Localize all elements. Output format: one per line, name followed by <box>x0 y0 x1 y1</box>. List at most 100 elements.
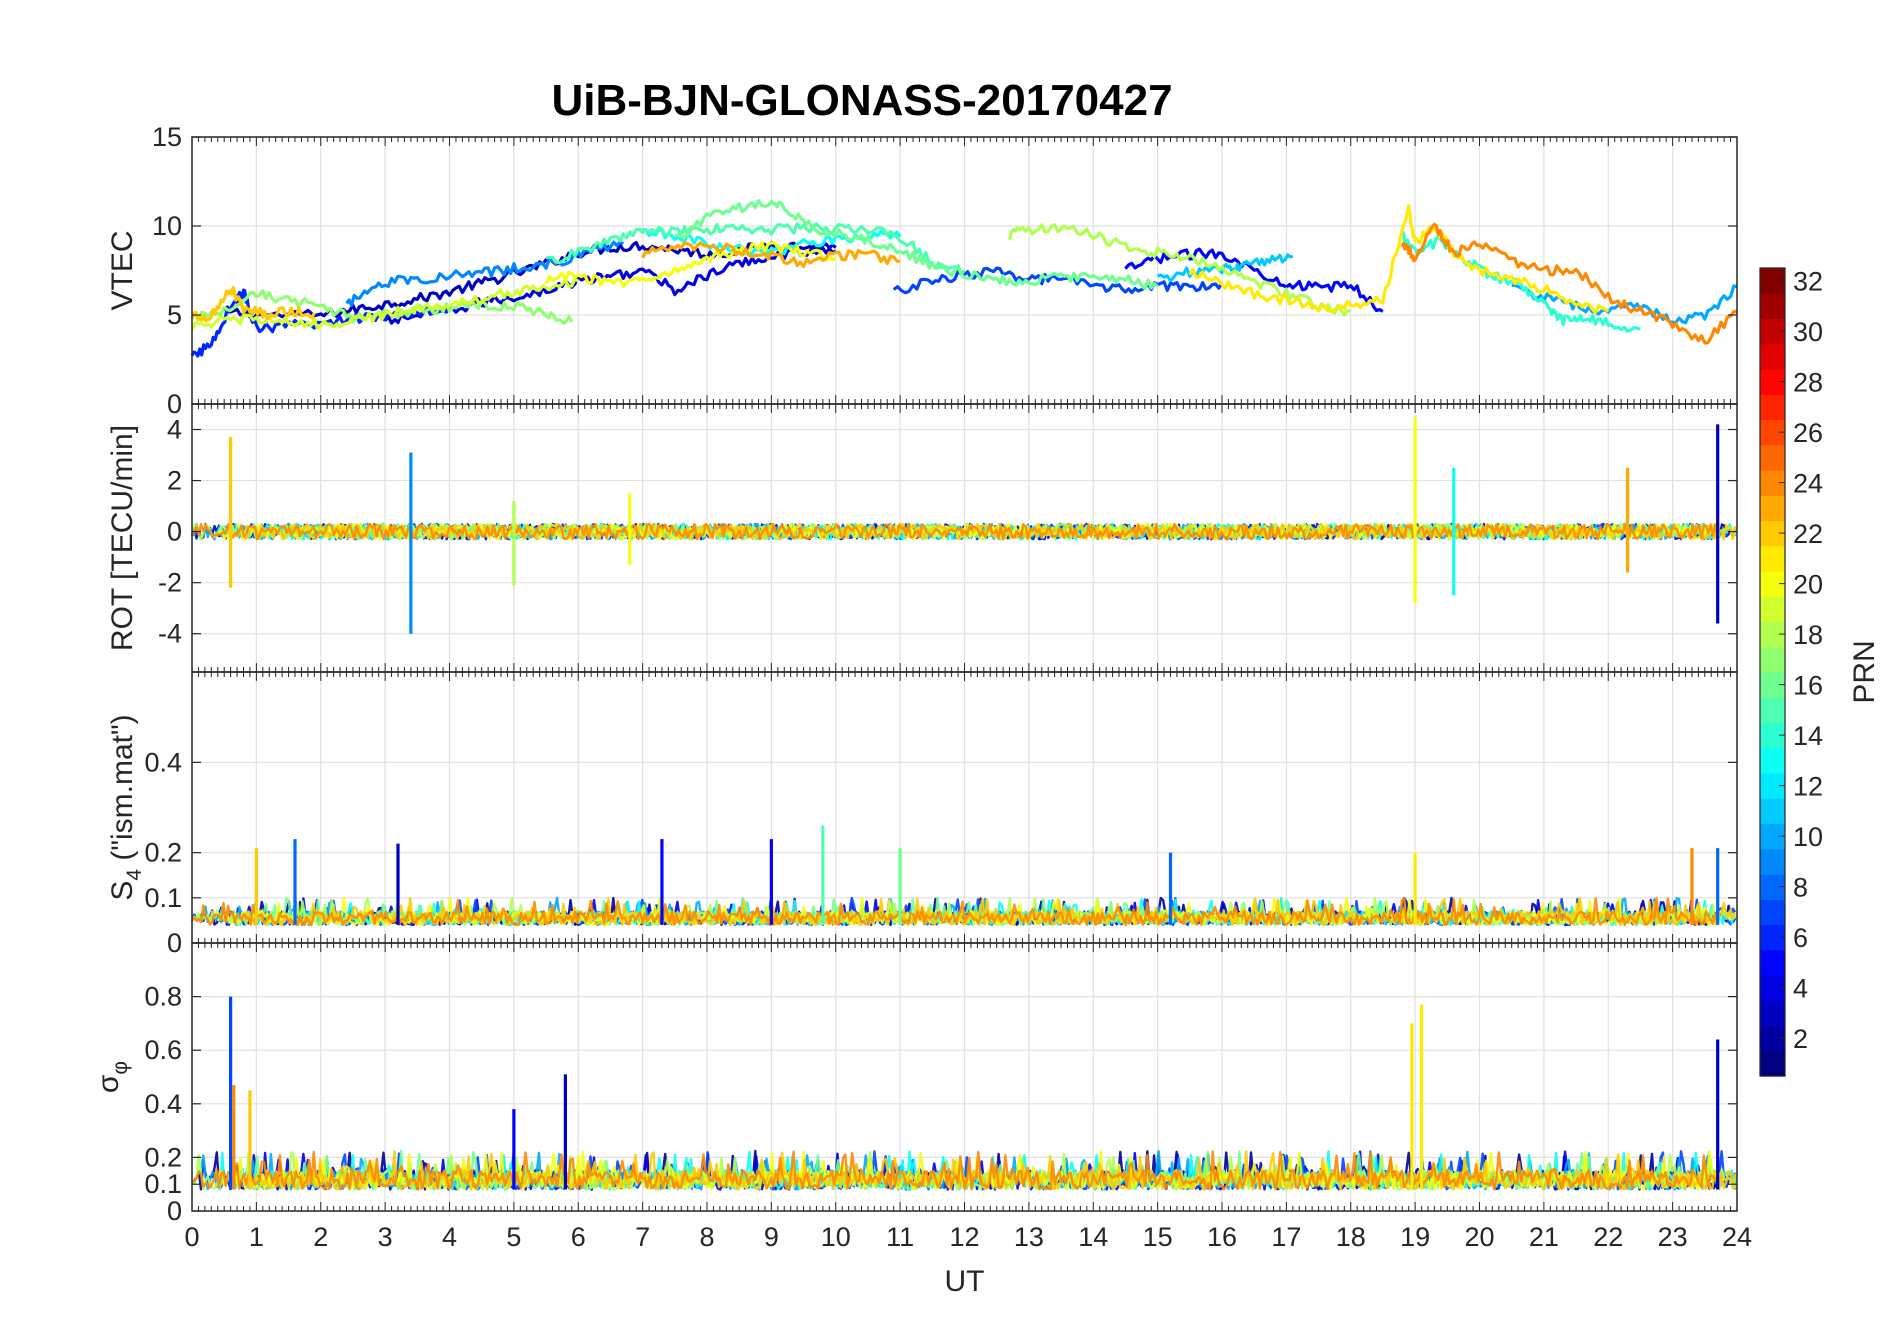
vtec-series-prn-7 <box>892 266 1224 295</box>
trace-prn-24 <box>191 896 1719 927</box>
vtec-series-prn-24 <box>1400 222 1738 345</box>
y-tick-label: 0 <box>167 389 182 419</box>
colorbar-tick-label: 2 <box>1793 1024 1808 1054</box>
x-tick-label: 23 <box>1658 1222 1688 1252</box>
x-tick-label: 7 <box>635 1222 650 1252</box>
vtec-series-prn-10 <box>1511 283 1738 325</box>
vtec-series-prn-21 <box>1188 204 1610 315</box>
colorbar-cell <box>1760 697 1785 724</box>
colorbar-tick-label: 22 <box>1793 519 1823 549</box>
vtec-series-prn-15 <box>546 222 966 276</box>
y-axis-label-main: σ <box>92 1074 125 1093</box>
vtec-series-prn-11 <box>1157 253 1294 283</box>
vtec-series-prn-17 <box>191 289 574 325</box>
x-tick-label: 8 <box>699 1222 714 1252</box>
y-tick-label: 0.1 <box>144 883 182 913</box>
trace-prn-24 <box>191 1150 1719 1191</box>
colorbar-cell <box>1760 1000 1785 1027</box>
vtec-series-prn-18 <box>1008 223 1352 317</box>
colorbar-cell <box>1760 798 1785 825</box>
y-axis-label: S4 ("ism.mat") <box>106 714 146 900</box>
colorbar-cell <box>1760 747 1785 774</box>
colorbar-tick-label: 26 <box>1793 418 1823 448</box>
x-tick-label: 16 <box>1207 1222 1237 1252</box>
y-tick-label: 10 <box>152 211 182 241</box>
y-axis-label-rest: ("ism.mat") <box>106 714 139 869</box>
colorbar-tick-label: 20 <box>1793 570 1823 600</box>
panel-2-data <box>190 416 1737 634</box>
colorbar-cell <box>1760 495 1785 522</box>
x-tick-label: 21 <box>1529 1222 1559 1252</box>
y-tick-label: 0.4 <box>144 747 182 777</box>
vtec-series-prn-20 <box>544 240 837 288</box>
colorbar-tick-label: 14 <box>1793 721 1823 751</box>
x-tick-label: 0 <box>184 1222 199 1252</box>
x-tick-label: 20 <box>1464 1222 1494 1252</box>
panel-3: 00.10.20.4S4 ("ism.mat") <box>106 671 1738 958</box>
vtec-series-prn-16 <box>674 199 1159 291</box>
y-tick-label: 0.4 <box>144 1089 182 1119</box>
colorbar-cell <box>1760 1050 1785 1077</box>
vtec-series-prn-22 <box>190 286 316 323</box>
y-tick-label: -4 <box>158 619 182 649</box>
y-tick-label: 0.2 <box>144 1142 182 1172</box>
x-tick-label: 15 <box>1143 1222 1173 1252</box>
y-tick-label: 0 <box>167 517 182 547</box>
colorbar-tick-label: 16 <box>1793 671 1823 701</box>
colorbar-tick-label: 30 <box>1793 317 1823 347</box>
y-axis-label-main: S <box>106 881 139 901</box>
trace-prn-24 <box>190 522 1719 541</box>
x-tick-label: 9 <box>764 1222 779 1252</box>
x-tick-label: 5 <box>506 1222 521 1252</box>
x-tick-label: 3 <box>378 1222 393 1252</box>
y-tick-label: 15 <box>152 122 182 152</box>
x-tick-label: 14 <box>1078 1222 1108 1252</box>
colorbar-cell <box>1760 899 1785 926</box>
x-axis-label: UT <box>945 1265 985 1298</box>
y-axis-label-sub: 4 <box>123 869 146 881</box>
y-tick-label: 0.6 <box>144 1035 182 1065</box>
vtec-series-prn-19 <box>190 277 580 331</box>
x-tick-label: 6 <box>571 1222 586 1252</box>
panel-1: 0 5 10 15 VTEC <box>106 122 1738 419</box>
colorbar-label: PRN <box>1848 640 1881 703</box>
x-tick-label: 17 <box>1271 1222 1301 1252</box>
vtec-series-prn-14 <box>1400 230 1641 333</box>
x-tick-label: 4 <box>442 1222 457 1252</box>
y-tick-label: -2 <box>158 568 182 598</box>
colorbar-cell <box>1760 848 1785 875</box>
y-tick-label: 0.8 <box>144 982 182 1012</box>
x-tick-label: 13 <box>1014 1222 1044 1252</box>
colorbar-tick-label: 10 <box>1793 822 1823 852</box>
colorbar-tick-label: 24 <box>1793 469 1823 499</box>
panel-2: -4 -2 0 2 4 ROT [TECU/min] <box>106 403 1738 673</box>
chart-title: UiB-BJN-GLONASS-20170427 <box>551 76 1172 125</box>
x-tick-label: 10 <box>821 1222 851 1252</box>
colorbar-cell <box>1760 444 1785 471</box>
panel-1-data <box>190 199 1738 358</box>
y-axis-label: VTEC <box>106 230 139 310</box>
colorbar-tick-label: 18 <box>1793 620 1823 650</box>
colorbar-cell <box>1760 646 1785 673</box>
colorbar-tick-label: 4 <box>1793 974 1808 1004</box>
colorbar-cell <box>1760 545 1785 572</box>
colorbar-cell <box>1760 394 1785 421</box>
y-axis-label-sub: φ <box>109 1061 132 1075</box>
colorbar-cell <box>1760 949 1785 976</box>
colorbar-tick-label: 12 <box>1793 772 1823 802</box>
x-tick-label: 24 <box>1722 1222 1752 1252</box>
y-tick-label: 5 <box>167 300 182 330</box>
colorbar-cell <box>1760 293 1785 320</box>
y-tick-label: 0 <box>167 1196 182 1226</box>
y-tick-label: 2 <box>167 466 182 496</box>
colorbar-cell <box>1760 596 1785 623</box>
vtec-series-prn-23 <box>641 241 901 268</box>
x-tick-label: 2 <box>313 1222 328 1252</box>
vtec-series-prn-4 <box>383 242 837 325</box>
colorbar-tick-label: 8 <box>1793 873 1808 903</box>
panel-3-data <box>190 825 1737 927</box>
